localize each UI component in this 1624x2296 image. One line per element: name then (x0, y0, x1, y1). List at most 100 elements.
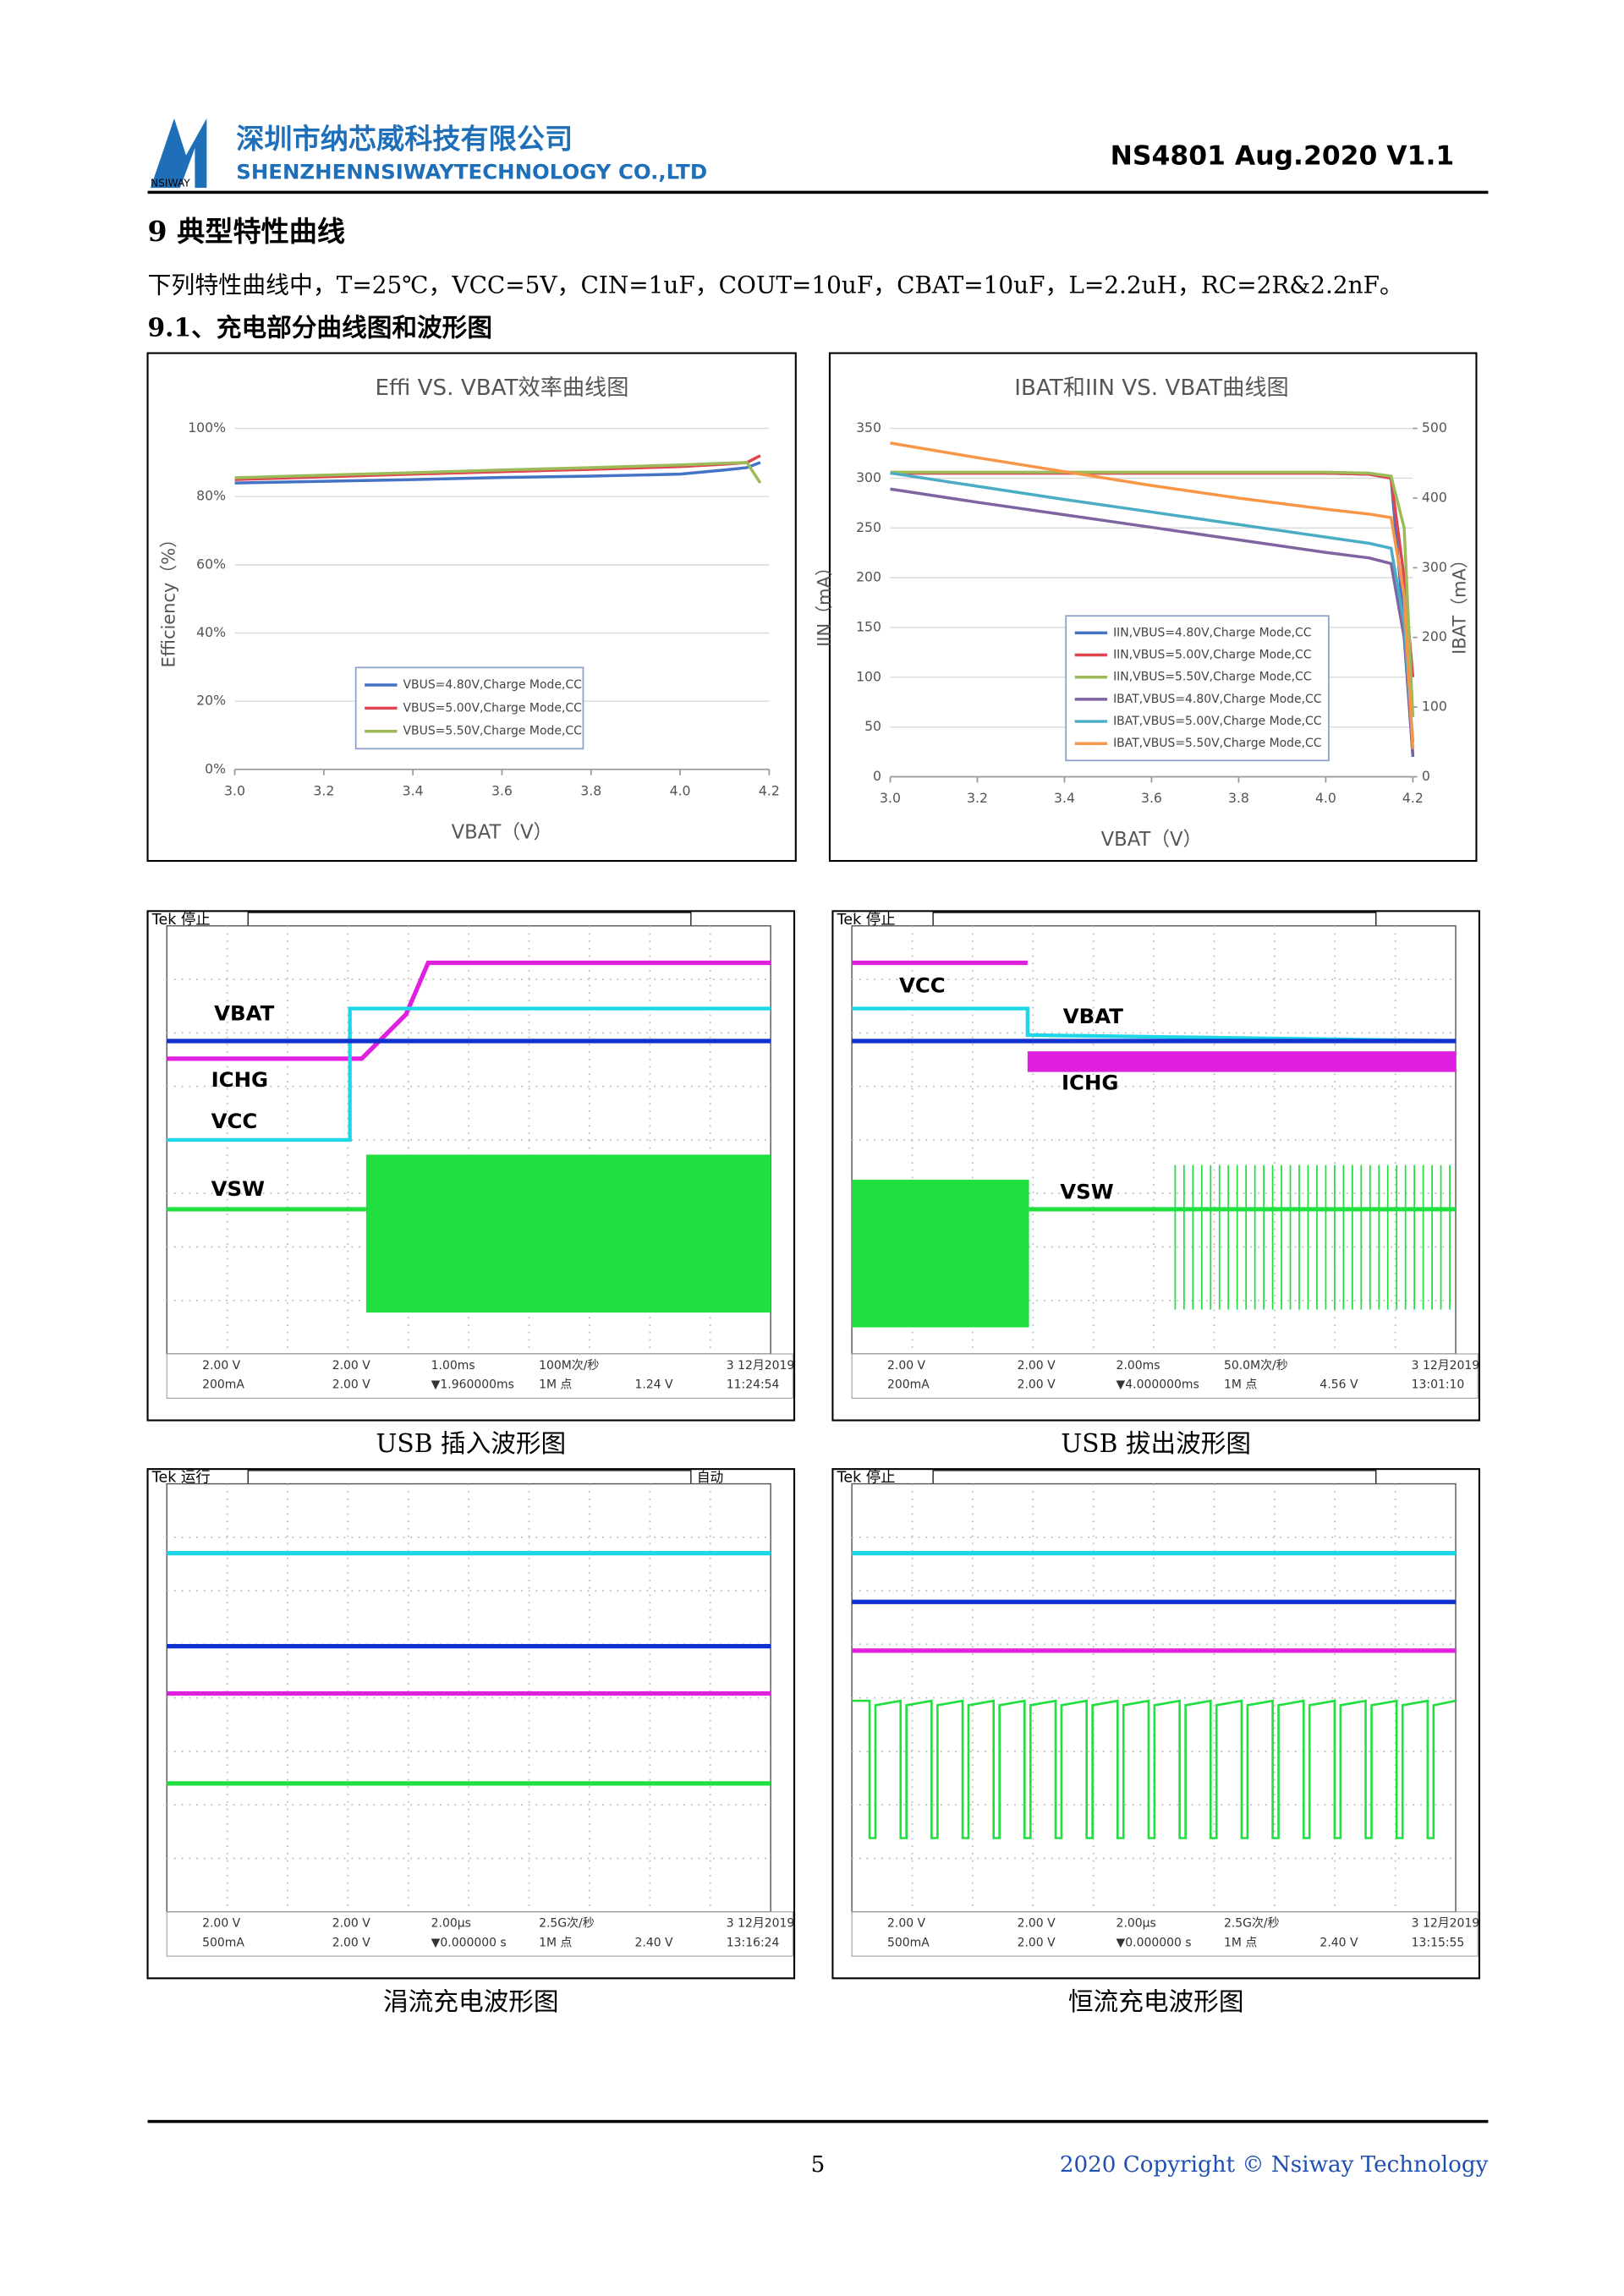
y2-tick-label: 300 (1422, 559, 1447, 575)
scope-readout: 500mA (887, 1936, 930, 1949)
scope-readout: 1.00ms (431, 1359, 475, 1373)
x-axis-title: VBAT（V） (1101, 829, 1203, 851)
x-tick-label: 3.4 (403, 782, 424, 798)
scope-readout: 2.40 V (1320, 1936, 1358, 1949)
scope-status: Tek 停止 (837, 1470, 896, 1487)
scope-readout: ▼0.000000 s (431, 1936, 507, 1949)
company-en: SHENZHENNSIWAYTECHNOLOGY CO.,LTD (236, 160, 707, 184)
chart-title: Effi VS. VBAT效率曲线图 (376, 375, 629, 401)
legend-label: IBAT,VBUS=5.00V,Charge Mode,CC (1113, 715, 1321, 728)
scope-readout: 2.00 V (332, 1378, 371, 1392)
legend-label: VBUS=5.00V,Charge Mode,CC (403, 701, 582, 715)
scope-readout: 3 12月2019 (1412, 1917, 1480, 1931)
scope-statusbar (851, 1353, 1479, 1399)
subsection-title: 9.1、充电部分曲线图和波形图 (148, 313, 492, 342)
scope-statusbar (166, 1353, 793, 1399)
scope-readout: 200mA (202, 1378, 244, 1392)
scope-readout: 2.00 V (332, 1917, 371, 1931)
scope-readout: 3 12月2019 (727, 1359, 795, 1373)
series-line (890, 471, 1415, 743)
scope-readout: 100M次/秒 (539, 1359, 599, 1373)
scope-readout: ▼1.960000ms (431, 1378, 514, 1392)
x-tick-label: 3.2 (967, 790, 988, 806)
x-tick-label: 3.6 (491, 782, 513, 798)
signal-label: VSW (1060, 1180, 1113, 1204)
scope-status: Tek 停止 (151, 912, 211, 929)
legend-label: VBUS=4.80V,Charge Mode,CC (403, 678, 582, 692)
y-tick-label: 40% (196, 624, 226, 640)
y2-tick-label: 200 (1422, 628, 1447, 644)
series-line (890, 470, 1415, 717)
scope-readout: 1M 点 (539, 1378, 572, 1392)
scope-readout: 2.00 V (332, 1359, 371, 1373)
waveform-band (365, 1154, 771, 1313)
section-title: 9 典型特性曲线 (148, 215, 346, 248)
scope-readout: 13:01:10 (1412, 1378, 1465, 1392)
waveform (852, 1699, 1457, 1839)
copyright: 2020 Copyright © Nsiway Technology (1060, 2152, 1489, 2178)
page-number: 5 (811, 2152, 826, 2178)
waveform-band (1027, 1051, 1457, 1072)
chart-frame (828, 352, 1478, 863)
scope-readout: 2.00 V (1018, 1378, 1056, 1392)
scope-readout: 1M 点 (1224, 1378, 1257, 1392)
figure-caption: USB 拔出波形图 (1061, 1428, 1251, 1458)
x-tick-label: 3.4 (1054, 790, 1075, 806)
scope-readout: 50.0M次/秒 (1224, 1359, 1288, 1373)
y-tick-label: 150 (856, 618, 881, 634)
scope-screenshot: Tek 停止 VBAT ICHG VCC VSW 2.00 V 200mA 2.00 V 2.0… (146, 910, 796, 1422)
series-line (234, 461, 762, 485)
y-tick-label: 250 (856, 519, 881, 535)
scope-readout: 2.00µs (431, 1917, 471, 1931)
scope-readout: 2.5G次/秒 (1224, 1917, 1280, 1931)
scope-screenshot: Tek 停止 2.00 V 500mA 2.00 V 2.00 V 2.00µs ▼0.00… (831, 1468, 1480, 1980)
x-axis-title: VBAT（V） (452, 821, 553, 843)
scope-auto: 自动 (697, 1469, 723, 1485)
x-tick-label: 4.2 (1402, 790, 1424, 806)
signal-label: ICHG (211, 1067, 269, 1092)
y-tick-label: 0% (205, 760, 226, 776)
scope-readout: 200mA (887, 1378, 930, 1392)
signal-label: ICHG (1062, 1071, 1119, 1095)
x-tick-label: 4.0 (1315, 790, 1336, 806)
waveform (167, 1006, 771, 1143)
scope-readout: 3 12月2019 (1412, 1359, 1480, 1373)
x-tick-label: 3.0 (224, 782, 245, 798)
signal-label: VSW (211, 1176, 265, 1201)
scope-readout: 2.00 V (1018, 1359, 1056, 1373)
x-tick-label: 4.0 (670, 782, 691, 798)
scope-statusbar (851, 1911, 1479, 1957)
scope-readout: 2.00 V (202, 1359, 241, 1373)
scope-status: Tek 运行 (151, 1470, 211, 1487)
signal-label: VCC (211, 1109, 258, 1133)
figure-caption: 恒流充电波形图 (1068, 1986, 1244, 2016)
scope-statusbar (166, 1911, 793, 1957)
series-line (234, 461, 761, 485)
y2-tick-label: 0 (1422, 768, 1430, 784)
scope-readout: 13:16:24 (727, 1936, 780, 1949)
waveform-band (852, 1180, 1029, 1328)
figure-caption: USB 插入波形图 (376, 1428, 566, 1458)
series-line (890, 441, 1415, 749)
scope-status: Tek 停止 (837, 912, 896, 929)
scope-readout: 2.00ms (1116, 1359, 1160, 1373)
legend-label: IIN,VBUS=5.00V,Charge Mode,CC (1113, 649, 1311, 662)
scope-readout: 1M 点 (1224, 1936, 1257, 1949)
signal-label: VBAT (1063, 1004, 1124, 1028)
y-tick-label: 350 (856, 419, 881, 436)
y-tick-label: 50 (864, 718, 881, 734)
signal-label: VBAT (214, 1001, 275, 1026)
y2-tick-label: 100 (1422, 699, 1447, 715)
scope-readout: ▼0.000000 s (1116, 1936, 1192, 1949)
x-tick-label: 3.8 (580, 782, 601, 798)
y-tick-label: 200 (856, 569, 881, 585)
scope-readout: 3 12月2019 (727, 1917, 795, 1931)
figure-caption: 涓流充电波形图 (383, 1986, 559, 2016)
y2-tick-label: 500 (1422, 419, 1447, 436)
conditions: 下列特性曲线中，T=25℃，VCC=5V，CIN=1uF，COUT=10uF，C… (148, 271, 1403, 299)
doc-id: NS4801 Aug.2020 V1.1 (1111, 140, 1455, 171)
scope-screenshot: Tek 运行 自动 2.00 V 500mA 2.00 V 2.00 V 2.00µs ▼0.… (146, 1468, 796, 1980)
scope-readout: 2.00 V (887, 1917, 926, 1931)
y-tick-label: 100 (856, 668, 881, 684)
